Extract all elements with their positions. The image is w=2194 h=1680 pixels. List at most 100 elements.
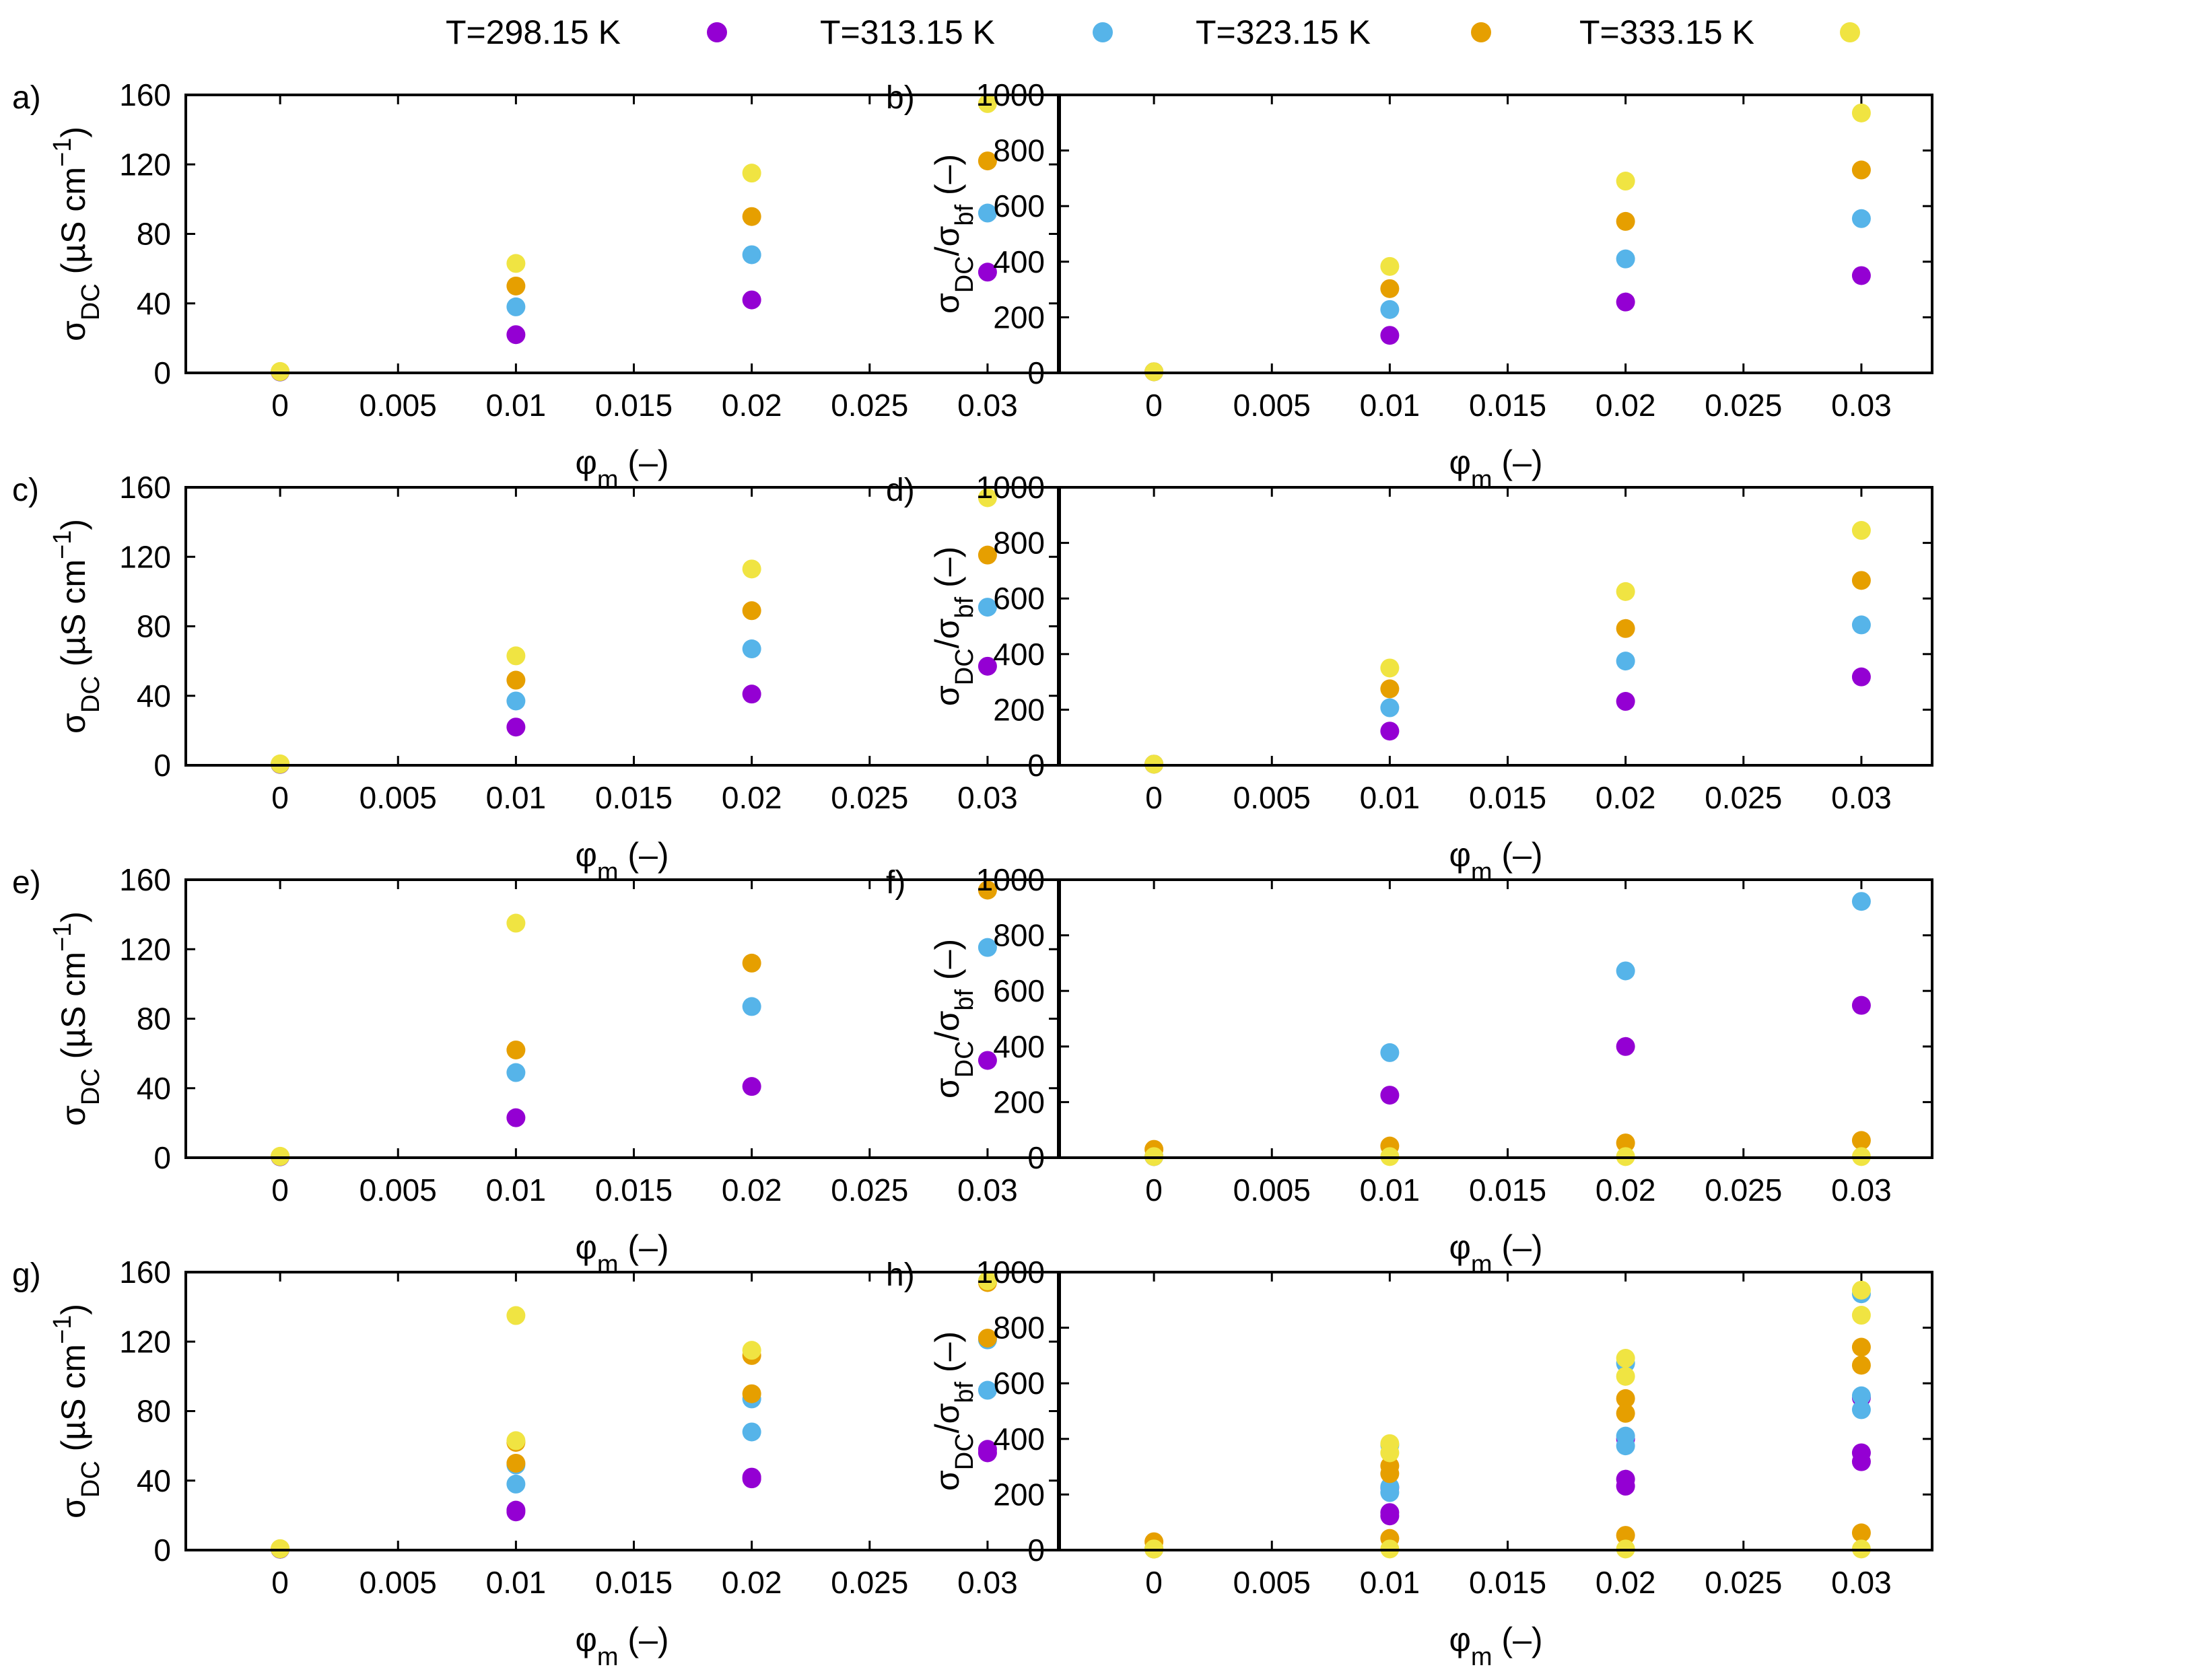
y-axis-label: σDC/σbf (–) (928, 547, 979, 706)
data-point (978, 938, 997, 957)
data-point (742, 601, 761, 621)
x-tick-label: 0.01 (1360, 780, 1420, 815)
data-point (1616, 652, 1635, 671)
y-tick-label: 400 (993, 1422, 1045, 1457)
data-point (1851, 1386, 1871, 1405)
y-tick-label: 400 (993, 244, 1045, 279)
data-point (1380, 326, 1400, 345)
panel-label: a) (12, 80, 41, 116)
plot-frame (1058, 94, 1933, 374)
data-point (1616, 292, 1635, 312)
panel-label: d) (886, 473, 915, 508)
data-point (978, 1271, 997, 1290)
x-tick-label: 0.03 (1831, 780, 1892, 815)
data-point (1851, 1523, 1871, 1543)
y-axis-label: σDC (µS cm−1) (48, 519, 105, 734)
panel-label: b) (886, 80, 915, 116)
data-point (506, 325, 526, 345)
x-tick-label: 0.005 (1233, 388, 1311, 423)
data-point (1616, 619, 1635, 638)
y-tick-label: 40 (137, 1463, 171, 1498)
y-tick-label: 160 (119, 470, 171, 505)
x-tick-label: 0.025 (831, 1172, 908, 1208)
data-point (742, 953, 761, 973)
data-point (1851, 1356, 1871, 1375)
data-point (506, 718, 526, 737)
data-point (1616, 249, 1635, 269)
panel-b: 0 0.005 0.01 0.015 0.02 0.025 0.03 0 200 400 600 80… (886, 77, 1933, 494)
x-tick-label: 0.025 (831, 388, 908, 423)
data-point (1380, 1483, 1400, 1502)
data-point (978, 1051, 997, 1070)
data-point (1380, 658, 1400, 678)
data-point (1851, 1280, 1871, 1300)
y-tick-label: 80 (137, 1394, 171, 1429)
y-tick-label: 0 (1027, 1533, 1045, 1568)
data-point (1851, 892, 1871, 911)
y-tick-label: 1000 (976, 470, 1045, 505)
x-tick-label: 0 (271, 780, 289, 815)
panel-label: c) (12, 473, 39, 508)
y-tick-label: 40 (137, 1071, 171, 1106)
data-point (742, 1384, 761, 1403)
panel-g: 0 0.005 0.01 0.015 0.02 0.025 0.03 0 40 80 120 160 g… (12, 1255, 1060, 1671)
panel-d: 0 0.005 0.01 0.015 0.02 0.025 0.03 0 200 400 600 80… (886, 470, 1933, 886)
data-point (506, 276, 526, 295)
data-point (1851, 1400, 1871, 1420)
data-point (1380, 279, 1400, 298)
data-point (978, 1380, 997, 1400)
data-point (742, 290, 761, 310)
x-axis-label: φm (–) (575, 836, 669, 886)
data-point (1851, 1131, 1871, 1150)
data-point (506, 1500, 526, 1520)
x-tick-label: 0.03 (957, 780, 1018, 815)
x-tick-label: 0.01 (486, 780, 547, 815)
y-tick-label: 600 (993, 1366, 1045, 1401)
x-tick-label: 0.03 (1831, 1565, 1892, 1600)
data-point (1380, 256, 1400, 276)
y-tick-label: 800 (993, 526, 1045, 561)
panel-label: e) (12, 865, 41, 901)
plot-frame (184, 1271, 1060, 1551)
data-point (742, 685, 761, 704)
data-point (1380, 698, 1400, 718)
x-tick-label: 0 (271, 388, 289, 423)
data-point (742, 1077, 761, 1096)
y-tick-label: 600 (993, 581, 1045, 616)
x-tick-label: 0.02 (722, 388, 782, 423)
y-tick-label: 800 (993, 133, 1045, 168)
data-point (1616, 172, 1635, 191)
data-point (978, 262, 997, 282)
data-point (1616, 1526, 1635, 1545)
x-axis-label: φm (–) (1449, 444, 1542, 494)
data-point (1851, 1337, 1871, 1357)
x-tick-label: 0.015 (595, 1172, 673, 1208)
x-tick-label: 0.01 (1360, 388, 1420, 423)
x-axis-label: φm (–) (575, 1228, 669, 1279)
y-axis-label: σDC (µS cm−1) (48, 127, 105, 341)
y-tick-label: 600 (993, 188, 1045, 223)
data-point (506, 670, 526, 690)
data-point (1380, 300, 1400, 319)
x-tick-label: 0.01 (486, 388, 547, 423)
data-point (1616, 1133, 1635, 1153)
data-point (506, 691, 526, 711)
data-point (1851, 160, 1871, 180)
y-tick-label: 800 (993, 1310, 1045, 1345)
data-point (1616, 582, 1635, 601)
x-tick-label: 0.01 (486, 1172, 547, 1208)
data-point (978, 880, 997, 900)
data-point (1616, 1037, 1635, 1056)
data-point (506, 1474, 526, 1494)
data-point (1851, 266, 1871, 285)
data-point (1380, 1506, 1400, 1526)
x-tick-label: 0.005 (1233, 1172, 1311, 1208)
x-axis-label: φm (–) (575, 444, 669, 494)
data-point (1851, 1452, 1871, 1471)
y-tick-label: 160 (119, 1255, 171, 1290)
data-point (1616, 1436, 1635, 1456)
panel-h: 0 0.005 0.01 0.015 0.02 0.025 0.03 0 200 400 600 80… (886, 1255, 1933, 1671)
x-tick-label: 0 (1145, 1172, 1163, 1208)
